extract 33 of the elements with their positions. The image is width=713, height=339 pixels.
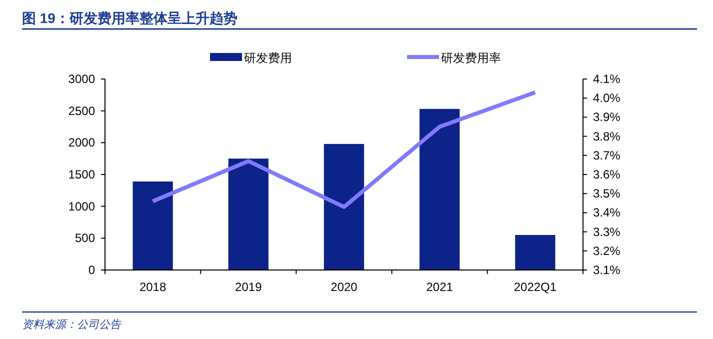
y-tick-label: 1000 (68, 199, 96, 214)
x-tick-label: 2022Q1 (514, 280, 557, 294)
y2-tick-label: 3.2% (593, 244, 621, 258)
x-tick-label: 2021 (426, 280, 454, 294)
x-tick-label: 2019 (235, 280, 262, 294)
bar (324, 144, 364, 270)
bar (420, 108, 460, 270)
y-tick-label: 1500 (68, 168, 96, 182)
line-series (150, 90, 538, 209)
bar (228, 158, 268, 270)
legend-label: 研发费用 (244, 51, 292, 65)
x-tick-label: 2020 (330, 280, 358, 294)
y2-tick-label: 3.9% (593, 110, 621, 124)
text: 资料来源：公司公告 (22, 318, 122, 331)
y2-tick-label: 3.4% (593, 206, 621, 220)
y-tick-label: 2500 (68, 104, 96, 118)
legend-label: 研发费用率 (441, 51, 501, 65)
title: 图 19：研发费用率整体呈上升趋势 (22, 10, 238, 26)
y2-tick-label: 3.1% (593, 263, 621, 277)
y2-tick-label: 3.8% (593, 129, 621, 144)
y-tick-label: 0 (88, 263, 96, 277)
y2-tick-label: 4.0% (593, 91, 621, 106)
y2-tick-label: 4.1% (593, 72, 621, 86)
y2-tick-label: 3.3% (593, 224, 621, 239)
y2-tick-label: 3.7% (593, 148, 621, 162)
y-tick-label: 500 (74, 231, 96, 246)
y-tick-label: 2000 (68, 136, 96, 150)
bar (515, 234, 556, 270)
y2-tick-label: 3.5% (593, 186, 621, 201)
bar (132, 182, 173, 270)
y-tick-label: 3000 (68, 72, 96, 86)
x-tick-label: 2018 (139, 280, 166, 294)
y2-tick-label: 3.6% (593, 168, 621, 182)
